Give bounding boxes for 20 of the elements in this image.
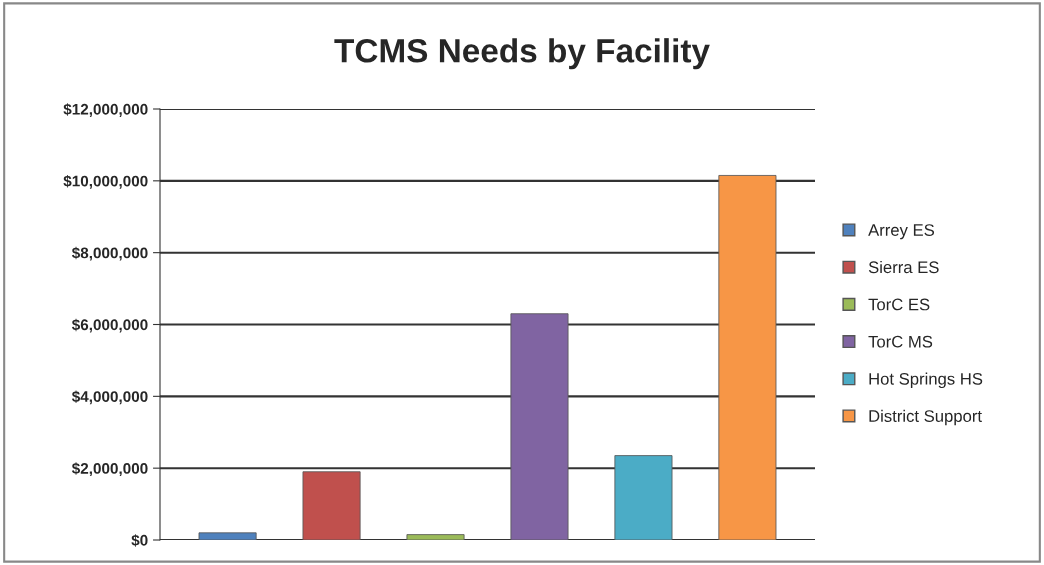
bar xyxy=(614,455,673,540)
legend-label: Sierra ES xyxy=(868,260,939,274)
bar xyxy=(718,175,777,540)
y-tick-label: $10,000,000 xyxy=(63,175,148,189)
bar xyxy=(510,313,569,540)
y-tick-label: $4,000,000 xyxy=(71,390,148,405)
y-tick-label: $8,000,000 xyxy=(71,246,148,261)
y-tick-label: $6,000,000 xyxy=(71,318,148,333)
legend-label: TorC MS xyxy=(868,335,933,348)
legend-label: TorC ES xyxy=(868,298,930,311)
legend-label: District Support xyxy=(869,409,982,426)
y-tick-label: $12,000,000 xyxy=(63,103,148,117)
bar xyxy=(198,532,257,540)
chart-title: TCMS Needs by Facility xyxy=(334,38,710,70)
bar xyxy=(302,471,361,540)
y-tick-label: $0 xyxy=(131,534,148,547)
y-tick-label: $2,000,000 xyxy=(71,462,148,477)
bar xyxy=(406,534,465,540)
legend-label: Arrey ES xyxy=(868,224,935,240)
legend-label: Hot Springs HS xyxy=(869,372,983,389)
